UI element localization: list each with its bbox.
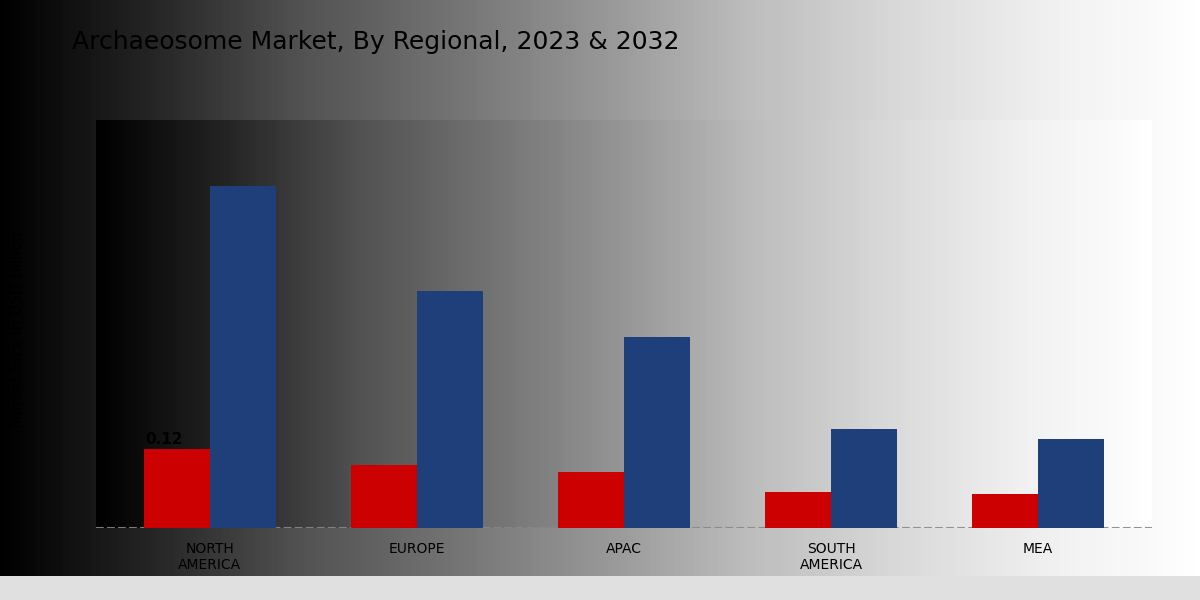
Bar xyxy=(624,337,690,528)
Bar xyxy=(210,186,276,528)
Bar xyxy=(558,472,624,528)
Bar xyxy=(764,492,832,528)
Text: Archaeosome Market, By Regional, 2023 & 2032: Archaeosome Market, By Regional, 2023 & … xyxy=(72,30,679,54)
Text: Market Size in USD Billion: Market Size in USD Billion xyxy=(11,232,25,428)
Bar xyxy=(350,466,416,528)
Legend: 2023, 2032: 2023, 2032 xyxy=(822,0,1007,5)
Bar xyxy=(972,494,1038,528)
Bar xyxy=(144,449,210,528)
Text: 0.12: 0.12 xyxy=(145,432,184,447)
Bar xyxy=(832,429,898,528)
Bar xyxy=(1038,439,1104,528)
Bar xyxy=(416,291,484,528)
